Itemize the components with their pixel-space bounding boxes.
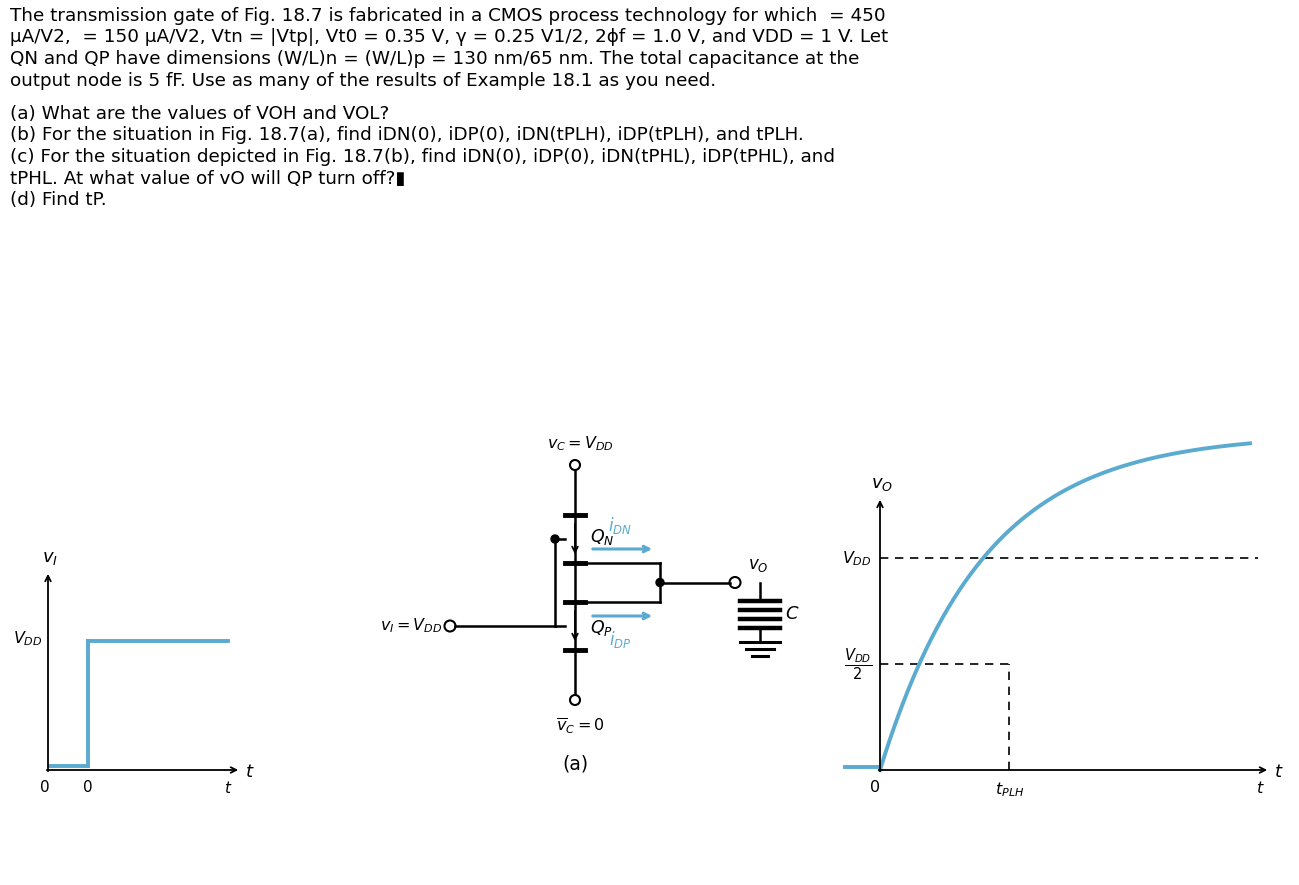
Text: $v_I = V_{DD}$: $v_I = V_{DD}$ (379, 617, 442, 635)
Text: $v_C = V_{DD}$: $v_C = V_{DD}$ (547, 435, 613, 453)
Text: $\overline{v}_C = 0$: $\overline{v}_C = 0$ (556, 716, 604, 735)
Text: $i_{DN}$: $i_{DN}$ (608, 515, 633, 536)
Text: $t$: $t$ (223, 780, 233, 796)
Text: (b) For the situation in Fig. 18.7(a), find iDN(0), iDP(0), iDN(tPLH), iDP(tPLH): (b) For the situation in Fig. 18.7(a), f… (10, 127, 804, 144)
Text: $Q_N$: $Q_N$ (590, 527, 614, 547)
Text: $\dfrac{V_{DD}}{2}$: $\dfrac{V_{DD}}{2}$ (844, 647, 872, 681)
Text: $v_I$: $v_I$ (42, 549, 58, 567)
Text: $i_{DP}$: $i_{DP}$ (609, 629, 631, 650)
Text: $v_O$: $v_O$ (748, 557, 769, 574)
Text: $C$: $C$ (785, 605, 799, 623)
Text: 0: 0 (40, 780, 49, 795)
Circle shape (656, 579, 664, 587)
Text: tPHL. At what value of vO will QP turn off?▮: tPHL. At what value of vO will QP turn o… (10, 170, 405, 188)
Text: output node is 5 fF. Use as many of the results of Example 18.1 as you need.: output node is 5 fF. Use as many of the … (10, 72, 716, 89)
Text: 0: 0 (870, 780, 879, 795)
Text: $t_{PLH}$: $t_{PLH}$ (995, 780, 1024, 798)
Text: (a) What are the values of VOH and VOL?: (a) What are the values of VOH and VOL? (10, 105, 390, 123)
Text: $t$: $t$ (1274, 763, 1283, 781)
Text: (a): (a) (562, 755, 588, 774)
Text: The transmission gate of Fig. 18.7 is fabricated in a CMOS process technology fo: The transmission gate of Fig. 18.7 is fa… (10, 7, 886, 25)
Text: $V_{DD}$: $V_{DD}$ (13, 629, 43, 648)
Text: QN and QP have dimensions (W/L)n = (W/L)p = 130 nm/65 nm. The total capacitance : QN and QP have dimensions (W/L)n = (W/L)… (10, 50, 860, 68)
Text: $V_{DD}$: $V_{DD}$ (842, 549, 872, 567)
Text: $t$: $t$ (1256, 780, 1264, 796)
Text: $v_O$: $v_O$ (870, 475, 892, 493)
Text: (d) Find tP.: (d) Find tP. (10, 191, 107, 209)
Circle shape (551, 535, 559, 543)
Text: $t$: $t$ (246, 763, 255, 781)
Text: (c) For the situation depicted in Fig. 18.7(b), find iDN(0), iDP(0), iDN(tPHL), : (c) For the situation depicted in Fig. 1… (10, 148, 835, 166)
Text: μA/V2,  = 150 μA/V2, Vtn = |Vtp|, Vt0 = 0.35 V, γ = 0.25 V1/2, 2ϕf = 1.0 V, and : μA/V2, = 150 μA/V2, Vtn = |Vtp|, Vt0 = 0… (10, 28, 889, 47)
Text: 0: 0 (83, 780, 92, 795)
Text: $Q_P$: $Q_P$ (590, 618, 613, 638)
